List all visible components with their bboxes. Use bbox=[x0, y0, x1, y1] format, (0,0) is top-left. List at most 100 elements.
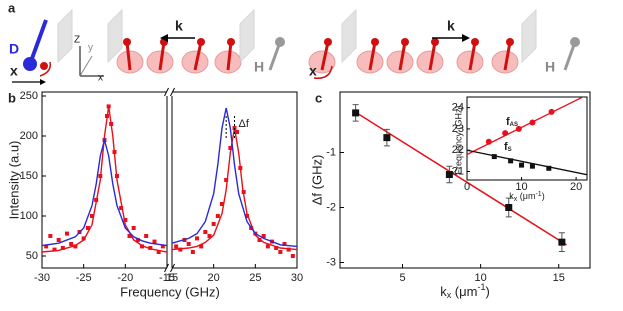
spin-ball bbox=[506, 38, 514, 46]
spin-ball bbox=[431, 38, 439, 46]
spin bbox=[125, 41, 132, 71]
data-point bbox=[119, 206, 124, 210]
panel-label: c bbox=[315, 90, 322, 105]
spin bbox=[320, 41, 330, 71]
x-tick-label: 0 bbox=[464, 181, 470, 193]
y-tick-label: -2 bbox=[326, 201, 336, 213]
data-point bbox=[519, 162, 525, 168]
panel-label: b bbox=[8, 90, 16, 105]
rotation-arrow bbox=[313, 65, 333, 79]
label-part: -1 bbox=[477, 282, 485, 292]
data-point bbox=[352, 109, 360, 117]
data-point bbox=[160, 244, 165, 249]
schematic bbox=[12, 8, 580, 85]
data-point bbox=[228, 146, 233, 150]
data-point bbox=[235, 130, 239, 134]
y-tick-label: 22 bbox=[452, 144, 464, 156]
data-point bbox=[290, 254, 295, 258]
data-point bbox=[65, 231, 69, 236]
y-tick-label: 150 bbox=[20, 170, 38, 182]
schematic-label: x bbox=[98, 73, 103, 84]
y-tick-label: 50 bbox=[26, 250, 38, 262]
y-axis-label: Intensity (a.u) bbox=[6, 141, 21, 220]
data-point bbox=[85, 226, 90, 230]
axis-break bbox=[170, 87, 175, 97]
spin bbox=[158, 41, 166, 71]
data-point bbox=[140, 244, 144, 249]
y-tick-label: -1 bbox=[326, 146, 336, 158]
y-tick-label: 24 bbox=[452, 102, 464, 114]
data-point bbox=[131, 226, 136, 230]
data-point bbox=[174, 244, 179, 249]
spin-ball bbox=[371, 38, 379, 46]
inset-frame bbox=[466, 96, 588, 181]
precession-cone bbox=[308, 50, 336, 74]
y-tick-label: 200 bbox=[20, 130, 38, 142]
y-tick-label: 250 bbox=[20, 90, 38, 102]
schematic-label: k bbox=[175, 18, 183, 34]
data-point bbox=[215, 214, 220, 218]
schematic-label: x bbox=[309, 63, 317, 79]
data-point bbox=[508, 158, 514, 164]
data-point bbox=[135, 238, 140, 242]
spin bbox=[503, 41, 512, 71]
x-tick-label: -30 bbox=[34, 272, 50, 284]
data-point bbox=[546, 165, 552, 171]
y-tick-label: 21 bbox=[452, 165, 464, 177]
label-part: AS bbox=[510, 122, 518, 128]
schematic-label: x bbox=[10, 63, 18, 79]
y-axis-label: Δf (GHz) bbox=[309, 155, 324, 206]
plane bbox=[57, 8, 73, 64]
data-point bbox=[199, 244, 204, 249]
x-tick-label: -25 bbox=[76, 272, 92, 284]
data-point bbox=[73, 244, 78, 249]
data-point bbox=[178, 247, 183, 252]
spin-ball bbox=[275, 37, 285, 47]
axis bbox=[79, 55, 93, 77]
series-label: fAS bbox=[506, 116, 518, 128]
spin bbox=[368, 41, 377, 71]
data-point bbox=[211, 222, 216, 226]
data-point bbox=[383, 134, 391, 142]
x-tick-label: 10 bbox=[475, 272, 487, 284]
data-point bbox=[44, 244, 49, 249]
data-point bbox=[186, 242, 191, 246]
axis-break bbox=[164, 87, 169, 97]
x-tick-label: 15 bbox=[553, 272, 565, 284]
plane bbox=[521, 8, 537, 64]
label-part: f bbox=[504, 141, 508, 153]
data-point bbox=[515, 125, 522, 132]
data-point bbox=[207, 234, 212, 238]
x-tick-label: 20 bbox=[570, 181, 582, 193]
label-part: f bbox=[506, 116, 510, 128]
annotation: Δf bbox=[239, 118, 250, 130]
data-point bbox=[491, 154, 497, 160]
spin bbox=[428, 41, 437, 71]
label-part: k bbox=[509, 191, 514, 201]
data-point bbox=[261, 234, 266, 238]
x-tick-label: 15 bbox=[166, 272, 178, 284]
arrow-head bbox=[462, 34, 470, 42]
data-point bbox=[152, 239, 157, 244]
plot-frame bbox=[339, 91, 591, 269]
y-tick-label: -3 bbox=[326, 256, 336, 268]
data-point bbox=[502, 130, 509, 137]
plot-frame bbox=[41, 91, 168, 269]
x-axis-label: Frequency (GHz) bbox=[120, 284, 220, 299]
spin-ball bbox=[324, 38, 332, 46]
x-tick-label: -20 bbox=[117, 272, 133, 284]
data-point bbox=[529, 119, 536, 126]
schematic-label: H bbox=[545, 59, 555, 75]
data-point bbox=[558, 238, 566, 246]
label-part: k bbox=[440, 284, 447, 299]
inset-x-label: kx (μm-1) bbox=[509, 191, 544, 203]
schematic-label: D bbox=[9, 41, 19, 57]
arrow-head bbox=[160, 34, 168, 42]
spin-ball bbox=[227, 38, 235, 46]
plane bbox=[239, 8, 255, 64]
label-part: (μm bbox=[451, 284, 477, 299]
data-point bbox=[52, 247, 57, 252]
data-point bbox=[195, 236, 199, 241]
data-point bbox=[81, 236, 86, 241]
